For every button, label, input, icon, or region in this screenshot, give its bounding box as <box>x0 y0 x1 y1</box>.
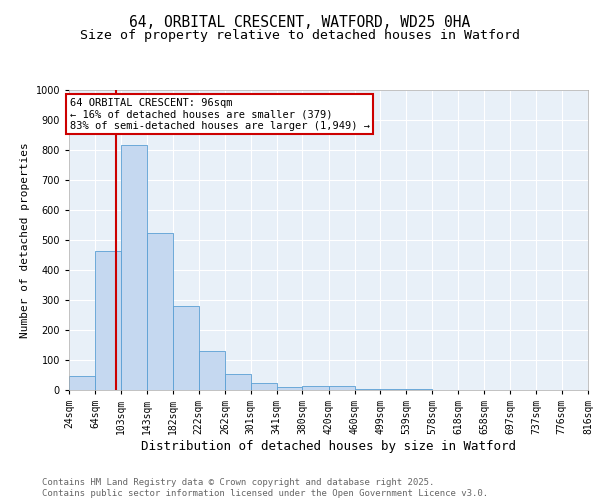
Bar <box>329 386 355 390</box>
Bar <box>121 144 147 390</box>
Bar <box>380 389 406 390</box>
Bar <box>302 386 329 390</box>
Bar <box>147 232 173 390</box>
Bar <box>225 374 251 390</box>
Bar <box>95 250 121 390</box>
Bar <box>173 306 199 390</box>
Bar <box>251 382 277 390</box>
Y-axis label: Number of detached properties: Number of detached properties <box>20 142 30 338</box>
Bar <box>277 387 302 390</box>
Bar <box>199 351 225 390</box>
Text: Size of property relative to detached houses in Watford: Size of property relative to detached ho… <box>80 28 520 42</box>
Bar <box>355 388 380 390</box>
X-axis label: Distribution of detached houses by size in Watford: Distribution of detached houses by size … <box>141 440 516 453</box>
Bar <box>69 376 95 390</box>
Text: 64, ORBITAL CRESCENT, WATFORD, WD25 0HA: 64, ORBITAL CRESCENT, WATFORD, WD25 0HA <box>130 15 470 30</box>
Text: Contains HM Land Registry data © Crown copyright and database right 2025.
Contai: Contains HM Land Registry data © Crown c… <box>42 478 488 498</box>
Text: 64 ORBITAL CRESCENT: 96sqm
← 16% of detached houses are smaller (379)
83% of sem: 64 ORBITAL CRESCENT: 96sqm ← 16% of deta… <box>70 98 370 130</box>
